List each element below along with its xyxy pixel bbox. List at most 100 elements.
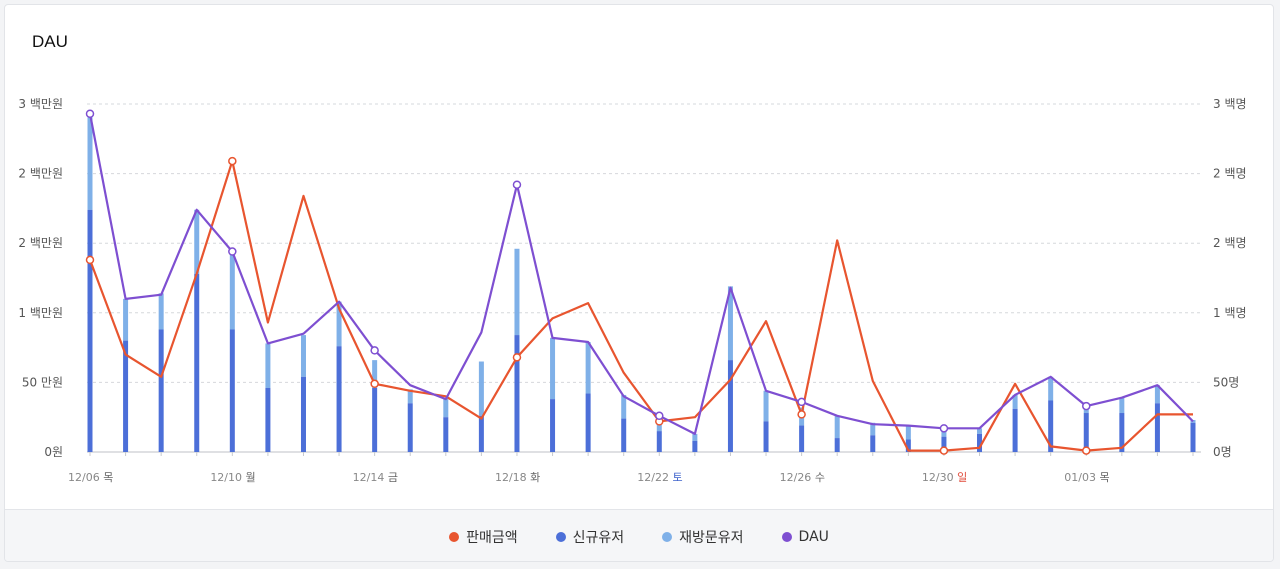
- bar-new-users: [656, 431, 662, 452]
- x-axis-label: 01/03 목: [1064, 471, 1109, 484]
- legend-item[interactable]: 재방문유저: [662, 527, 744, 547]
- right-axis-tick: 50명: [1213, 375, 1239, 389]
- x-axis-label: 12/14 금: [353, 471, 398, 484]
- bar-new-users: [478, 415, 484, 452]
- bar-new-users: [1012, 408, 1018, 452]
- legend-dot-icon: [555, 532, 566, 542]
- x-axis-label: 12/10 월: [210, 471, 255, 484]
- bar-returning-users: [443, 397, 449, 418]
- bar-new-users: [300, 376, 306, 452]
- bar-returning-users: [977, 428, 983, 434]
- bar-new-users: [194, 273, 200, 452]
- bar-returning-users: [123, 298, 129, 341]
- bar-returning-users: [514, 248, 520, 336]
- dau-point: [228, 247, 237, 256]
- bar-returning-users: [621, 394, 627, 419]
- dau-point: [939, 424, 949, 433]
- bar-new-users: [763, 421, 769, 452]
- bar-new-users: [621, 418, 627, 452]
- legend-dot-icon: [662, 532, 673, 542]
- bar-new-users: [941, 436, 947, 452]
- bar-returning-users: [158, 293, 164, 330]
- bar-returning-users: [1012, 394, 1018, 409]
- dau-point: [512, 180, 522, 189]
- bar-returning-users: [585, 342, 591, 394]
- right-axis-tick: 3 백명: [1213, 97, 1247, 111]
- right-axis-tick: 2 백명: [1213, 167, 1247, 181]
- bar-new-users: [336, 346, 342, 452]
- sales-point: [939, 446, 949, 455]
- bar-new-users: [372, 387, 378, 452]
- sales-point: [85, 255, 95, 265]
- bar-new-users: [799, 425, 805, 452]
- x-axis-label: 12/22 토: [637, 471, 682, 484]
- bar-new-users: [1083, 413, 1089, 452]
- sales-point: [370, 379, 379, 389]
- bar-new-users: [550, 399, 556, 452]
- legend-item[interactable]: 신규유저: [555, 527, 625, 547]
- bar-new-users: [727, 360, 733, 452]
- left-axis-tick: 50 만원: [22, 375, 63, 389]
- bar-returning-users: [336, 301, 342, 347]
- bar-returning-users: [727, 286, 733, 361]
- bar-new-users: [514, 335, 520, 452]
- sales-point: [797, 410, 806, 419]
- bar-new-users: [1190, 422, 1196, 452]
- left-axis-tick: 3 백만원: [18, 97, 63, 111]
- right-axis-tick: 0명: [1213, 445, 1232, 459]
- legend-label: DAU: [798, 529, 829, 545]
- bar-new-users: [265, 387, 271, 452]
- bar-returning-users: [229, 252, 235, 330]
- bar-returning-users: [1154, 385, 1160, 404]
- bar-new-users: [834, 438, 840, 452]
- dau-line: [88, 113, 1194, 435]
- dau-point: [655, 411, 664, 421]
- dau-point: [370, 346, 379, 355]
- bar-returning-users: [834, 415, 840, 439]
- x-axis-label: 12/30 일: [922, 470, 967, 484]
- bar-new-users: [585, 393, 591, 452]
- dau-point: [1082, 401, 1091, 411]
- legend-label: 신규유저: [572, 530, 625, 546]
- bar-new-users: [158, 329, 164, 452]
- bar-returning-users: [1119, 397, 1125, 414]
- bar-new-users: [692, 440, 698, 452]
- bar-new-users: [87, 209, 93, 452]
- bar-new-users: [123, 340, 129, 452]
- bar-returning-users: [265, 343, 271, 388]
- legend-dot-icon: [781, 532, 792, 542]
- bar-returning-users: [478, 361, 484, 416]
- bar-new-users: [1119, 413, 1125, 452]
- legend-label: 재방문유저: [679, 530, 744, 546]
- bar-returning-users: [692, 433, 698, 441]
- legend-item[interactable]: 판매금액: [449, 527, 518, 547]
- bar-returning-users: [407, 389, 413, 404]
- bar-returning-users: [870, 422, 876, 436]
- bar-returning-users: [300, 335, 306, 377]
- sales-point: [1082, 446, 1091, 455]
- left-axis-tick: 0원: [44, 445, 63, 459]
- left-axis-tick: 2 백만원: [18, 236, 63, 250]
- bar-returning-users: [550, 337, 556, 400]
- bar-new-users: [870, 435, 876, 452]
- bar-new-users: [977, 433, 983, 452]
- legend-dot-icon: [449, 532, 460, 542]
- legend-label: 판매금액: [466, 530, 518, 546]
- bar-returning-users: [1048, 376, 1054, 401]
- left-axis-tick: 2 백만원: [18, 167, 63, 181]
- right-axis-tick: 2 백명: [1213, 236, 1247, 250]
- legend: 판매금액 신규유저 재방문유저 DAU: [5, 509, 1273, 561]
- x-axis-label: 12/06 목: [68, 471, 113, 484]
- sales-point: [228, 156, 237, 166]
- bar-returning-users: [87, 116, 93, 210]
- bar-new-users: [1154, 403, 1160, 452]
- x-axis-label: 12/18 화: [495, 471, 540, 484]
- bar-new-users: [407, 403, 413, 452]
- bar-new-users: [1048, 400, 1054, 452]
- chart-card: DAU 0원 50 만원 1 백만원 2 백만원 2 백만원 3 백만원 0명 50명 1 백명…: [4, 4, 1274, 562]
- chart-title: DAU: [32, 32, 68, 51]
- bar-returning-users: [905, 425, 911, 440]
- legend-item[interactable]: DAU: [781, 529, 829, 545]
- dau-point: [85, 109, 95, 118]
- right-axis-tick: 1 백명: [1213, 306, 1247, 320]
